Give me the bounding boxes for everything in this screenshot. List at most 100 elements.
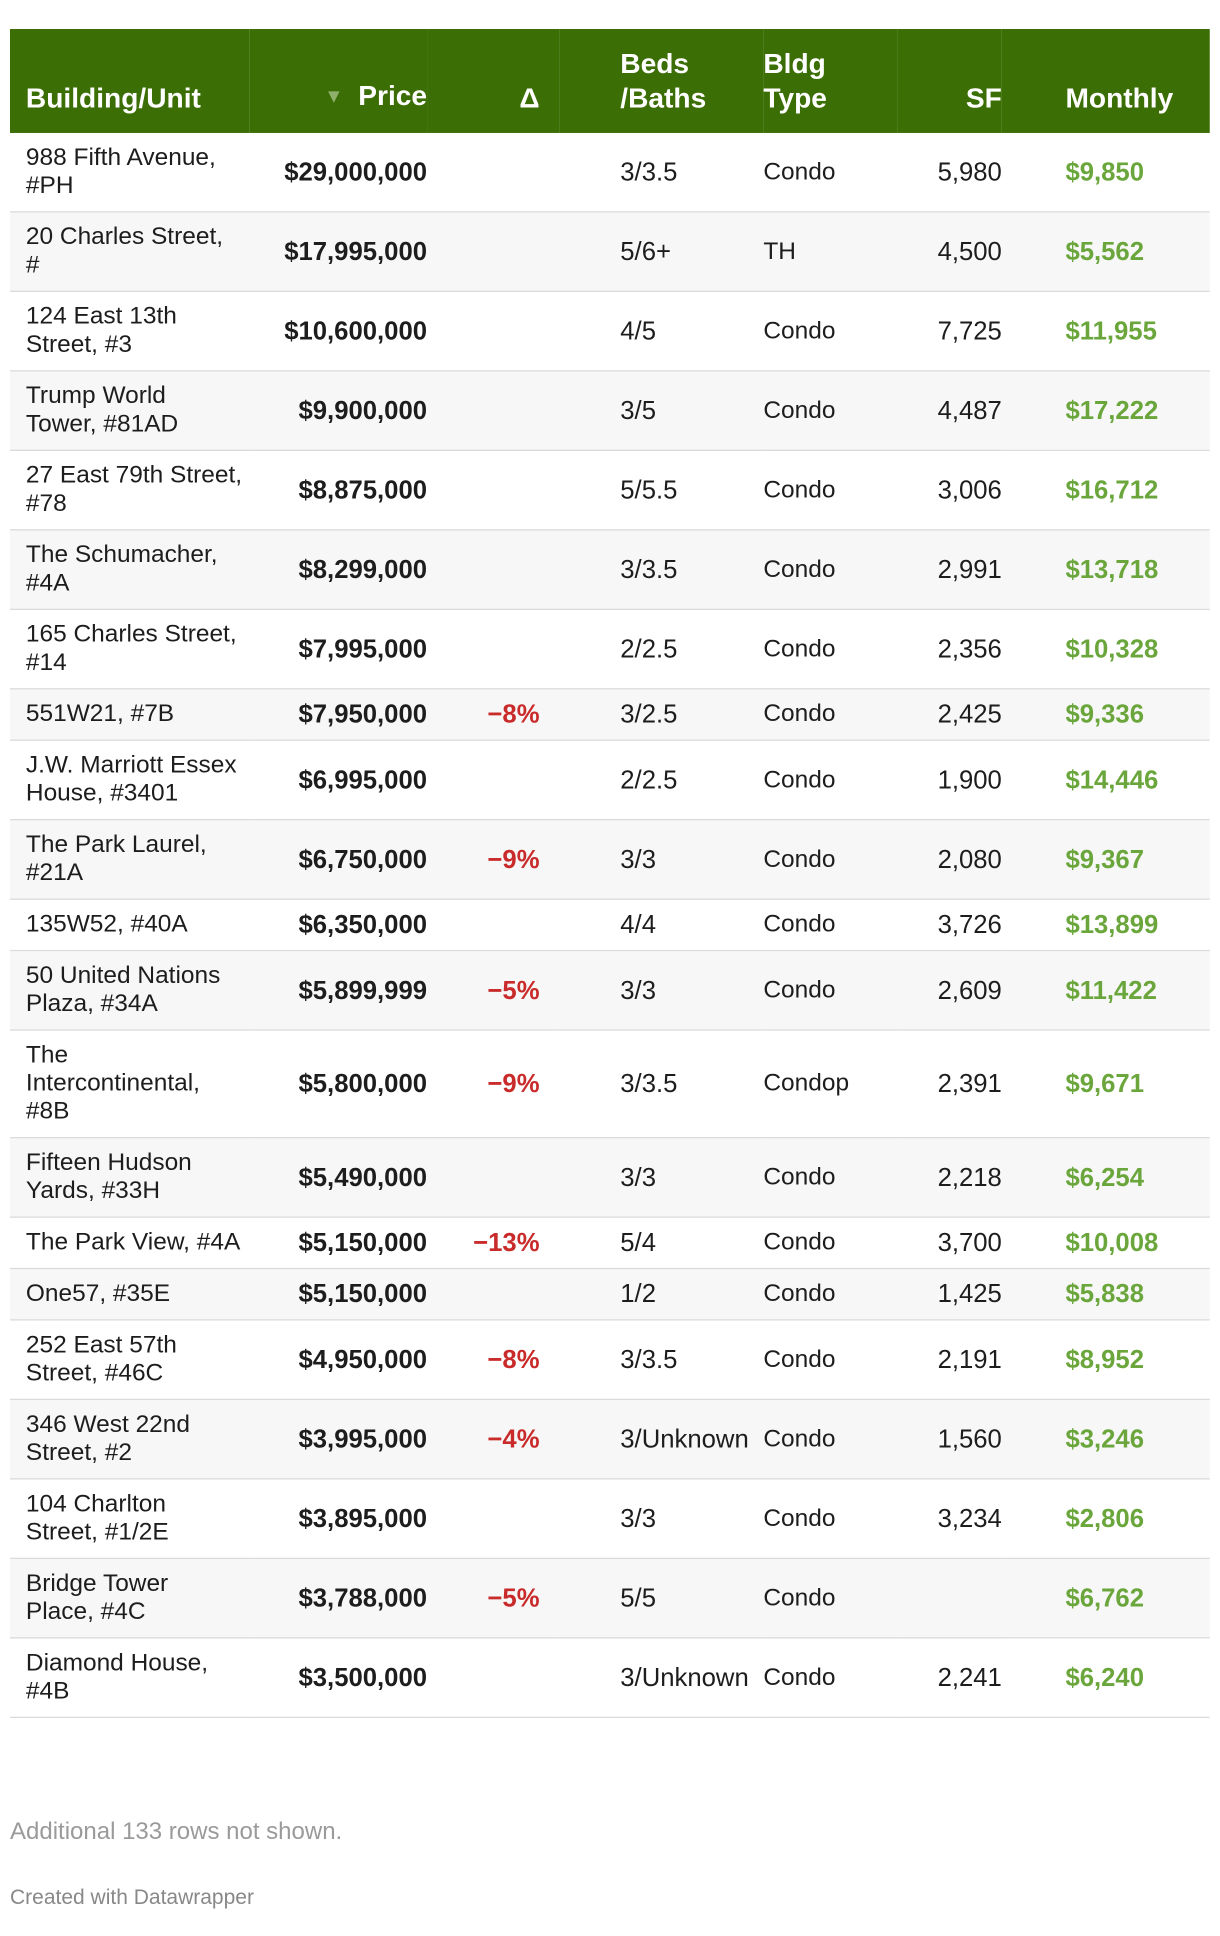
column-header-beds-line2: /Baths	[620, 81, 707, 114]
cell-building-type: Condo	[763, 819, 898, 900]
cell-sf: 3,234	[897, 1478, 1002, 1559]
cell-price: $8,875,000	[249, 450, 428, 531]
cell-building: The Park Laurel, #21A	[10, 819, 250, 900]
column-header-price[interactable]: ▼ Price	[250, 29, 427, 133]
cell-delta	[427, 740, 560, 821]
listings-table: Building/Unit ▼ Price Δ Beds/Baths Bldg Ty…	[10, 29, 1210, 1718]
cell-building: One57, #35E	[10, 1268, 250, 1321]
column-header-building[interactable]: Building/Unit	[10, 29, 250, 133]
cell-monthly: $11,955	[1001, 291, 1210, 372]
table-row: The Park Laurel, #21A $6,750,000 −9% 3/3 Con…	[10, 819, 1210, 900]
cell-delta	[427, 1268, 560, 1321]
cell-beds-baths: 2/2.5	[559, 609, 764, 690]
sort-descending-icon: ▼	[324, 86, 344, 108]
cell-building: 27 East 79th Street, #78	[10, 450, 250, 531]
cell-delta: −8%	[427, 1319, 560, 1400]
cell-beds-baths: 4/4	[559, 899, 764, 952]
cell-monthly: $9,336	[1001, 688, 1210, 741]
cell-monthly: $10,008	[1001, 1217, 1210, 1270]
cell-beds-baths: 3/5	[559, 370, 764, 451]
cell-delta: −13%	[427, 1217, 560, 1270]
cell-beds-baths: 3/Unknown	[559, 1399, 764, 1480]
cell-sf: 3,726	[897, 899, 1002, 952]
cell-beds-baths: 3/Unknown	[559, 1637, 764, 1718]
cell-building-type: Condo	[763, 1268, 898, 1321]
cell-beds-baths: 5/6+	[559, 211, 764, 292]
cell-building: The Intercontinental, #8B	[10, 1030, 250, 1139]
cell-monthly: $13,899	[1001, 899, 1210, 952]
table-row: 135W52, #40A $6,350,000 4/4 Condo 3,726 $13,8…	[10, 899, 1210, 952]
cell-price: $6,750,000	[249, 819, 428, 900]
table-row: Trump World Tower, #81AD $9,900,000 3/5 Con…	[10, 370, 1210, 451]
cell-building: 135W52, #40A	[10, 899, 250, 952]
column-header-delta-label: Δ	[519, 81, 540, 114]
cell-price: $3,788,000	[249, 1558, 428, 1639]
cell-building: 50 United Nations Plaza, #34A	[10, 950, 250, 1031]
cell-monthly: $9,367	[1001, 819, 1210, 900]
cell-delta	[427, 450, 560, 531]
cell-building-type: Condo	[763, 1217, 898, 1270]
column-header-monthly-label: Monthly	[1065, 81, 1174, 114]
cell-delta	[427, 609, 560, 690]
column-header-monthly[interactable]: Monthly	[1002, 29, 1210, 133]
cell-sf: 2,391	[897, 1030, 1002, 1139]
cell-monthly: $8,952	[1001, 1319, 1210, 1400]
cell-building-type: Condo	[763, 1319, 898, 1400]
cell-price: $17,995,000	[249, 211, 428, 292]
column-header-price-label: Price	[358, 79, 428, 111]
column-header-beds-baths[interactable]: Beds/Baths	[559, 29, 763, 133]
cell-delta: −9%	[427, 819, 560, 900]
cell-building-type: Condo	[763, 1399, 898, 1480]
datawrapper-credit: Created with Datawrapper	[10, 1886, 254, 1909]
cell-monthly: $9,850	[1001, 132, 1210, 213]
cell-price: $5,800,000	[249, 1030, 428, 1139]
cell-beds-baths: 3/3	[559, 950, 764, 1031]
cell-building-type: Condo	[763, 291, 898, 372]
cell-building: 988 Fifth Avenue, #PH	[10, 132, 250, 213]
cell-monthly: $11,422	[1001, 950, 1210, 1031]
cell-building-type: Condop	[763, 1030, 898, 1139]
cell-building: 551W21, #7B	[10, 688, 250, 741]
cell-price: $4,950,000	[249, 1319, 428, 1400]
cell-monthly: $6,240	[1001, 1637, 1210, 1718]
column-header-building-type[interactable]: Bldg Type	[763, 29, 898, 133]
cell-sf: 1,560	[897, 1399, 1002, 1480]
table-row: 50 United Nations Plaza, #34A $5,899,999−…	[10, 950, 1210, 1031]
cell-beds-baths: 4/5	[559, 291, 764, 372]
cell-building-type: Condo	[763, 1637, 898, 1718]
column-header-beds-line1: Beds	[620, 47, 690, 80]
cell-building-type: Condo	[763, 529, 898, 610]
cell-sf: 2,218	[897, 1137, 1002, 1218]
cell-monthly: $6,254	[1001, 1137, 1210, 1218]
cell-beds-baths: 3/3	[559, 1137, 764, 1218]
table-row: Fifteen Hudson Yards, #33H $5,490,000 3/3 C…	[10, 1137, 1210, 1218]
cell-sf: 3,700	[897, 1217, 1002, 1270]
cell-beds-baths: 1/2	[559, 1268, 764, 1321]
cell-building: J.W. Marriott Essex House, #3401	[10, 740, 250, 821]
cell-sf: 2,191	[897, 1319, 1002, 1400]
cell-monthly: $17,222	[1001, 370, 1210, 451]
cell-sf: 2,991	[897, 529, 1002, 610]
cell-price: $5,899,999	[249, 950, 428, 1031]
cell-price: $8,299,000	[249, 529, 428, 610]
cell-delta	[427, 1137, 560, 1218]
cell-sf: 4,500	[897, 211, 1002, 292]
cell-sf: 5,980	[897, 132, 1002, 213]
cell-sf: 3,006	[897, 450, 1002, 531]
cell-beds-baths: 3/3	[559, 1478, 764, 1559]
cell-building-type: TH	[763, 211, 898, 292]
cell-price: $5,150,000	[249, 1217, 428, 1270]
column-header-delta[interactable]: Δ	[427, 29, 559, 133]
cell-building: The Park View, #4A	[10, 1217, 250, 1270]
cell-price: $3,895,000	[249, 1478, 428, 1559]
table-row: 104 Charlton Street, #1/2E $3,895,000 3/3 C…	[10, 1478, 1210, 1559]
cell-delta	[427, 291, 560, 372]
cell-building: 165 Charles Street, #14	[10, 609, 250, 690]
table-row: Bridge Tower Place, #4C $3,788,000 −5% 5/5 C…	[10, 1558, 1210, 1639]
table-row: The Schumacher, #4A $8,299,000 3/3.5 Condo 2…	[10, 529, 1210, 610]
column-header-sf[interactable]: SF	[898, 29, 1002, 133]
cell-building: The Schumacher, #4A	[10, 529, 250, 610]
cell-price: $6,350,000	[249, 899, 428, 952]
cell-building-type: Condo	[763, 609, 898, 690]
cell-beds-baths: 5/5.5	[559, 450, 764, 531]
